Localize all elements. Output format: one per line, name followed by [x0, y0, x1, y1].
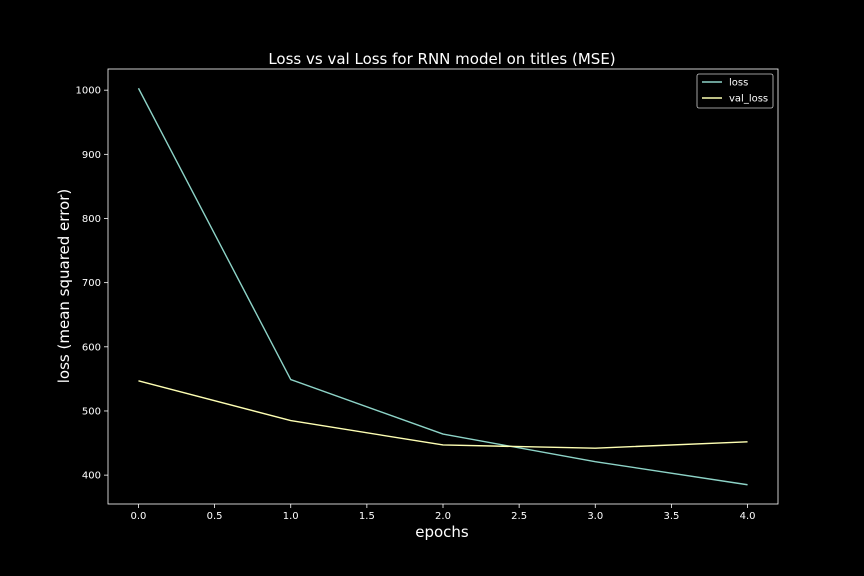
y-tick-label: 600: [82, 342, 101, 353]
x-tick-label: 1.0: [283, 511, 299, 522]
x-tick-label: 3.5: [663, 511, 679, 522]
x-tick-label: 3.0: [587, 511, 603, 522]
plot-area: 0.0 0.5 1.0 1.5 2.0 2.5 3.0 3.5 4.0 400 500 600 700 8…: [76, 86, 756, 522]
y-tick-label: 700: [82, 278, 101, 289]
x-tick-label: 4.0: [740, 511, 756, 522]
x-tick-label: 2.0: [435, 511, 451, 522]
y-tick-label: 800: [82, 214, 101, 225]
y-axis-label: loss (mean squared error): [55, 189, 73, 383]
x-axis-label: epochs: [415, 523, 469, 541]
x-tick-label: 2.5: [511, 511, 527, 522]
x-tick-label: 0.0: [131, 511, 147, 522]
legend: loss val_loss: [696, 73, 774, 109]
y-tick-label: 400: [82, 471, 101, 482]
y-tick-label: 500: [82, 406, 101, 417]
y-tick-label: 1000: [76, 86, 101, 97]
legend-label-loss: loss: [729, 78, 748, 89]
axes-frame: [107, 68, 779, 505]
x-tick-label: 0.5: [207, 511, 223, 522]
legend-label-val-loss: val_loss: [729, 94, 768, 105]
x-tick-label: 1.5: [359, 511, 375, 522]
chart-title: Loss vs val Loss for RNN model on titles…: [268, 50, 615, 68]
y-tick-label: 900: [82, 150, 101, 161]
